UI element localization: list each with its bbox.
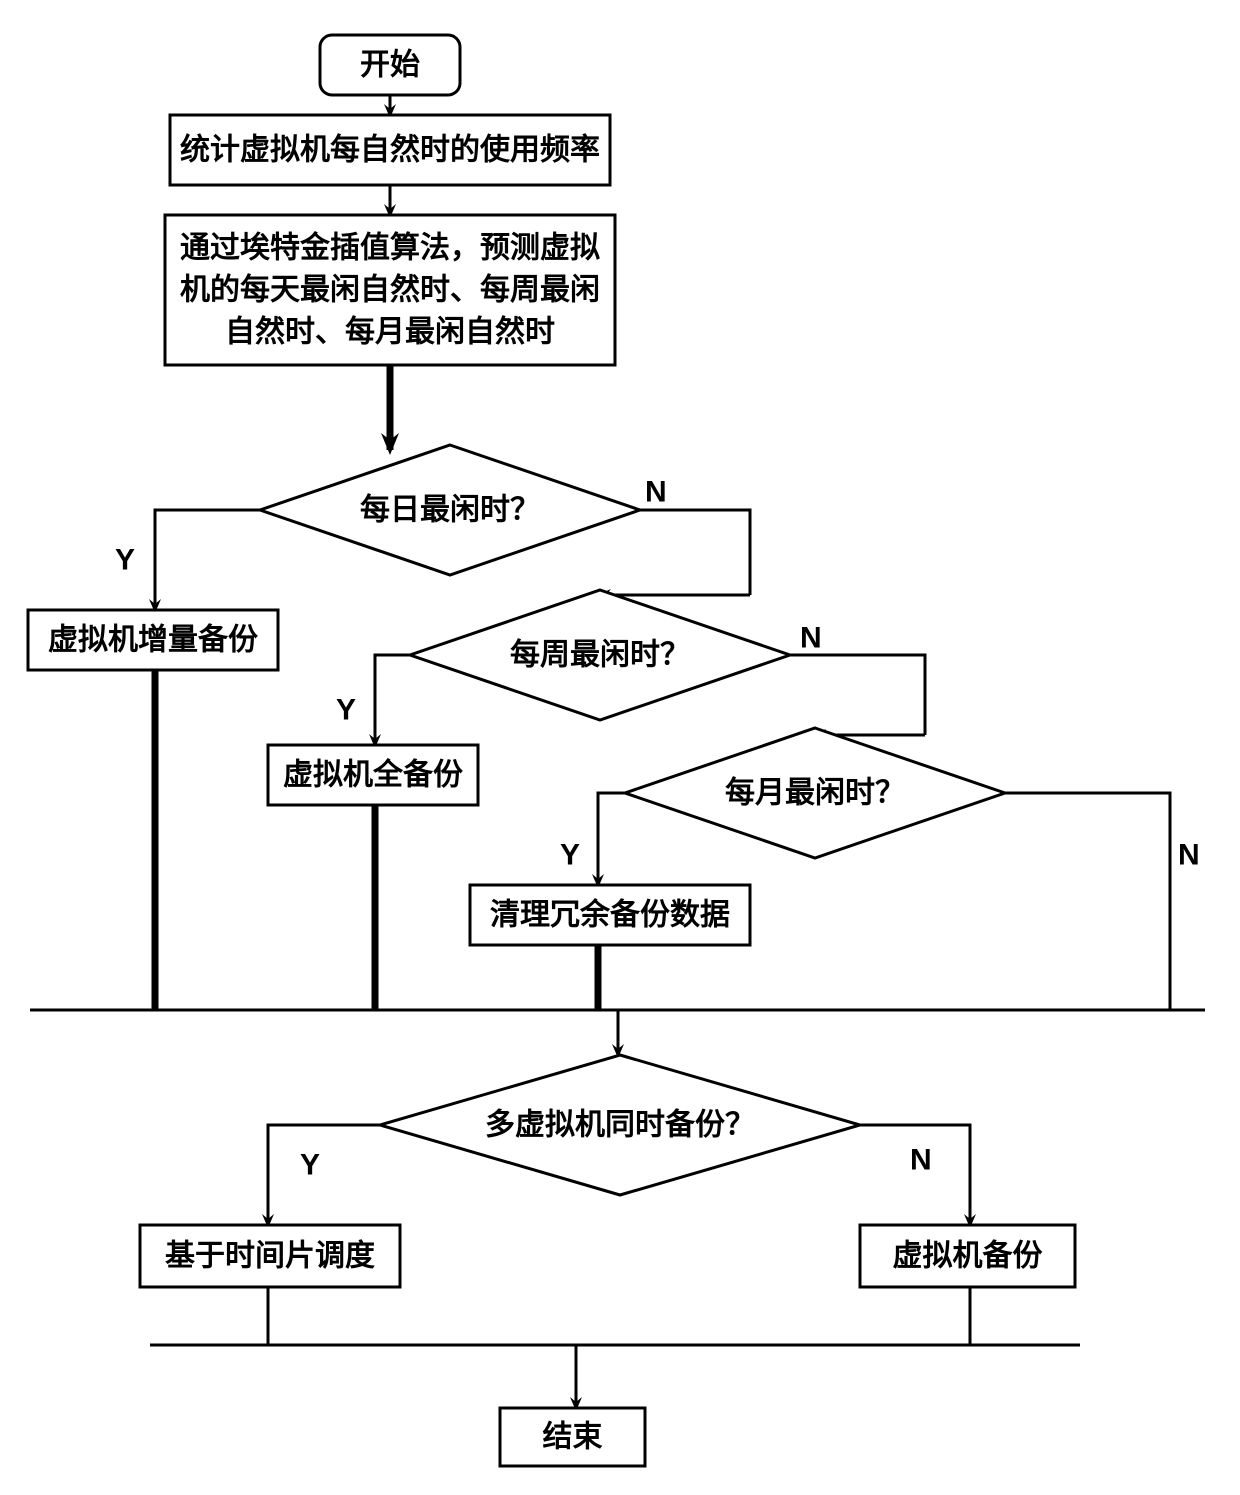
edge-label: N [910,1144,932,1177]
node-label: 自然时、每月最闲自然时 [225,315,555,349]
node-label: 每周最闲时？ [510,638,690,672]
flow-edge [1005,793,1170,1010]
node-label: 清理冗余备份数据 [490,898,730,932]
node-label: 每月最闲时？ [725,776,905,810]
node-label: 虚拟机备份 [893,1239,1043,1273]
edge-label: Y [115,544,135,577]
flow-edge [155,510,260,610]
node-label: 基于时间片调度 [165,1240,375,1273]
edge-label: N [1178,839,1200,872]
node-label: 虚拟机全备份 [283,758,463,792]
edge-label: N [645,476,667,509]
node-label: 每日最闲时？ [360,493,540,527]
node-label: 虚拟机增量备份 [48,623,258,657]
node-label: 结束 [543,1421,603,1454]
edge-label: Y [560,839,580,872]
edge-label: Y [336,694,356,727]
flow-edge [268,1125,380,1225]
node-label: 开始 [360,49,420,82]
node-label: 统计虚拟机每自然时的使用频率 [180,133,600,167]
edge-label: N [800,622,822,655]
node-label: 通过埃特金插值算法，预测虚拟 [180,231,600,265]
flow-edge [375,655,410,745]
flow-edge [640,510,750,595]
node-label: 多虚拟机同时备份？ [485,1108,755,1142]
edge-label: Y [300,1149,320,1182]
flow-edge [598,793,625,885]
flowchart-canvas: Y N Y N Y N Y N 开始统计虚拟机每自然时的使用频率通过埃特金插值算法，预测虚拟机的… [0,0,1240,1495]
node-label: 机的每天最闲自然时、每周最闲 [180,273,600,307]
flow-edge [790,655,925,735]
